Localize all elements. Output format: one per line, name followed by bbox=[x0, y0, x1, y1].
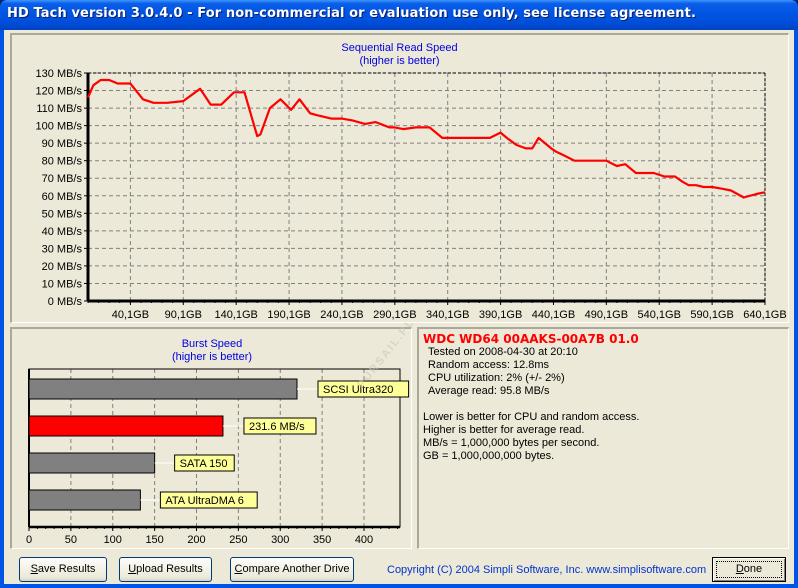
client-area: Sequential Read Speed (higher is better)… bbox=[4, 30, 794, 584]
note-line: Higher is better for average read. bbox=[423, 424, 585, 436]
y-tick-label: 130 MB/s bbox=[36, 68, 83, 80]
burst-label-box bbox=[174, 454, 235, 472]
cpu-utilization: CPU utilization: 2% (+/- 2%) bbox=[428, 372, 565, 384]
sequential-read-chart: 0 MB/s 10 MB/s 20 MB/s 30 MB/s 40 MB/s 50 MB/… bbox=[36, 68, 787, 321]
x-tick-label: 190,1GB bbox=[267, 309, 310, 321]
save-label: ave Results bbox=[37, 563, 96, 575]
y-tick-label: 30 MB/s bbox=[42, 243, 83, 255]
upload-label: pload Results bbox=[136, 563, 203, 575]
window-title: HD Tach version 3.0.4.0 - For non-commer… bbox=[7, 6, 696, 21]
compare-another-drive-button[interactable]: Compare Another Drive bbox=[230, 557, 354, 582]
burst-x-tick-label: 100 bbox=[104, 534, 122, 546]
y-tick-label: 0 MB/s bbox=[48, 296, 83, 308]
burst-subtitle: (higher is better) bbox=[171, 351, 253, 363]
x-tick-label: 440,1GB bbox=[532, 309, 575, 321]
burst-x-tick-label: 300 bbox=[271, 534, 289, 546]
x-tick-label: 40,1GB bbox=[112, 309, 149, 321]
y-tick-label: 60 MB/s bbox=[42, 191, 83, 203]
burst-x-tick-label: 50 bbox=[65, 534, 77, 546]
x-tick-label: 590,1GB bbox=[690, 309, 733, 321]
focus-rect bbox=[716, 561, 782, 578]
title-bar[interactable]: HD Tach version 3.0.4.0 - For non-commer… bbox=[0, 0, 798, 30]
burst-x-tick-label: 0 bbox=[26, 534, 32, 546]
y-tick-label: 90 MB/s bbox=[42, 138, 83, 150]
x-tick-label: 390,1GB bbox=[479, 309, 522, 321]
save-mnemonic: S bbox=[30, 563, 38, 575]
burst-speed-chart: 0 50 100 150 200 250 300 350 400 SCSI Ultra320 231… bbox=[26, 368, 410, 546]
sequential-chart-title: Sequential Read Speed (higher is better) bbox=[12, 42, 787, 68]
tested-on: Tested on 2008-04-30 at 20:10 bbox=[428, 346, 578, 358]
done-label: one bbox=[743, 563, 763, 575]
compare-mnemonic: C bbox=[234, 563, 243, 575]
sequential-title: Sequential Read Speed bbox=[341, 42, 458, 54]
burst-bar bbox=[28, 489, 141, 511]
burst-bar bbox=[28, 378, 298, 400]
burst-x-tick-label: 250 bbox=[229, 534, 247, 546]
compare-label: ompare Another Drive bbox=[242, 563, 350, 575]
burst-x-tick-label: 350 bbox=[313, 534, 331, 546]
done-mnemonic: D bbox=[735, 563, 744, 575]
burst-chart-title: Burst Speed (higher is better) bbox=[12, 338, 412, 364]
y-tick-label: 120 MB/s bbox=[36, 86, 83, 98]
burst-x-tick-label: 200 bbox=[187, 534, 205, 546]
y-tick-label: 70 MB/s bbox=[42, 173, 83, 185]
burst-bar bbox=[28, 415, 224, 437]
done-button[interactable]: Done bbox=[712, 557, 786, 582]
note-line: GB = 1,000,000,000 bytes. bbox=[423, 450, 555, 462]
note-line: MB/s = 1,000,000 bytes per second. bbox=[423, 437, 600, 449]
y-tick-label: 50 MB/s bbox=[42, 208, 83, 220]
burst-x-tick-label: 150 bbox=[145, 534, 163, 546]
x-tick-label: 340,1GB bbox=[426, 309, 469, 321]
x-tick-label: 140,1GB bbox=[214, 309, 257, 321]
burst-label-box bbox=[243, 417, 317, 435]
y-tick-label: 80 MB/s bbox=[42, 156, 83, 168]
read-speed-line bbox=[86, 78, 766, 199]
x-tick-label: 490,1GB bbox=[585, 309, 628, 321]
burst-label-box bbox=[159, 491, 258, 509]
note-line: Lower is better for CPU and random acces… bbox=[423, 411, 640, 423]
x-tick-label: 640,1GB bbox=[743, 309, 786, 321]
x-tick-label: 240,1GB bbox=[320, 309, 363, 321]
y-tick-label: 100 MB/s bbox=[36, 121, 83, 133]
burst-x-tick-label: 400 bbox=[355, 534, 373, 546]
burst-bar bbox=[28, 452, 156, 474]
burst-label: SATA 150 bbox=[180, 458, 228, 470]
burst-label-box bbox=[317, 380, 410, 398]
burst-speed-panel: Burst Speed (higher is better) 0 50 100 150… bbox=[10, 327, 412, 549]
x-tick-label: 90,1GB bbox=[165, 309, 202, 321]
x-tick-label: 540,1GB bbox=[638, 309, 681, 321]
sequential-subtitle: (higher is better) bbox=[359, 55, 440, 67]
y-tick-label: 20 MB/s bbox=[42, 261, 83, 273]
random-access: Random access: 12.8ms bbox=[428, 359, 550, 371]
y-tick-label: 110 MB/s bbox=[36, 103, 82, 115]
copyright-link[interactable]: Copyright (C) 2004 Simpli Software, Inc.… bbox=[387, 564, 707, 576]
x-tick-label: 290,1GB bbox=[373, 309, 416, 321]
drive-name: WDC WD64 00AAKS-00A7B 01.0 bbox=[423, 332, 639, 346]
average-read: Average read: 95.8 MB/s bbox=[428, 385, 550, 397]
burst-title: Burst Speed bbox=[181, 338, 243, 350]
save-results-button[interactable]: Save Results bbox=[19, 557, 107, 582]
upload-mnemonic: U bbox=[128, 563, 137, 575]
y-tick-label: 40 MB/s bbox=[42, 226, 83, 238]
sequential-read-panel: Sequential Read Speed (higher is better)… bbox=[10, 33, 789, 323]
burst-label: 231.6 MB/s bbox=[249, 421, 305, 433]
burst-label: SCSI Ultra320 bbox=[323, 384, 393, 396]
upload-results-button[interactable]: Upload Results bbox=[119, 557, 212, 582]
drive-info-panel: WDC WD64 00AAKS-00A7B 01.0 Tested on 200… bbox=[417, 327, 789, 549]
y-tick-label: 10 MB/s bbox=[42, 278, 83, 290]
burst-label: ATA UltraDMA 6 bbox=[165, 495, 243, 507]
